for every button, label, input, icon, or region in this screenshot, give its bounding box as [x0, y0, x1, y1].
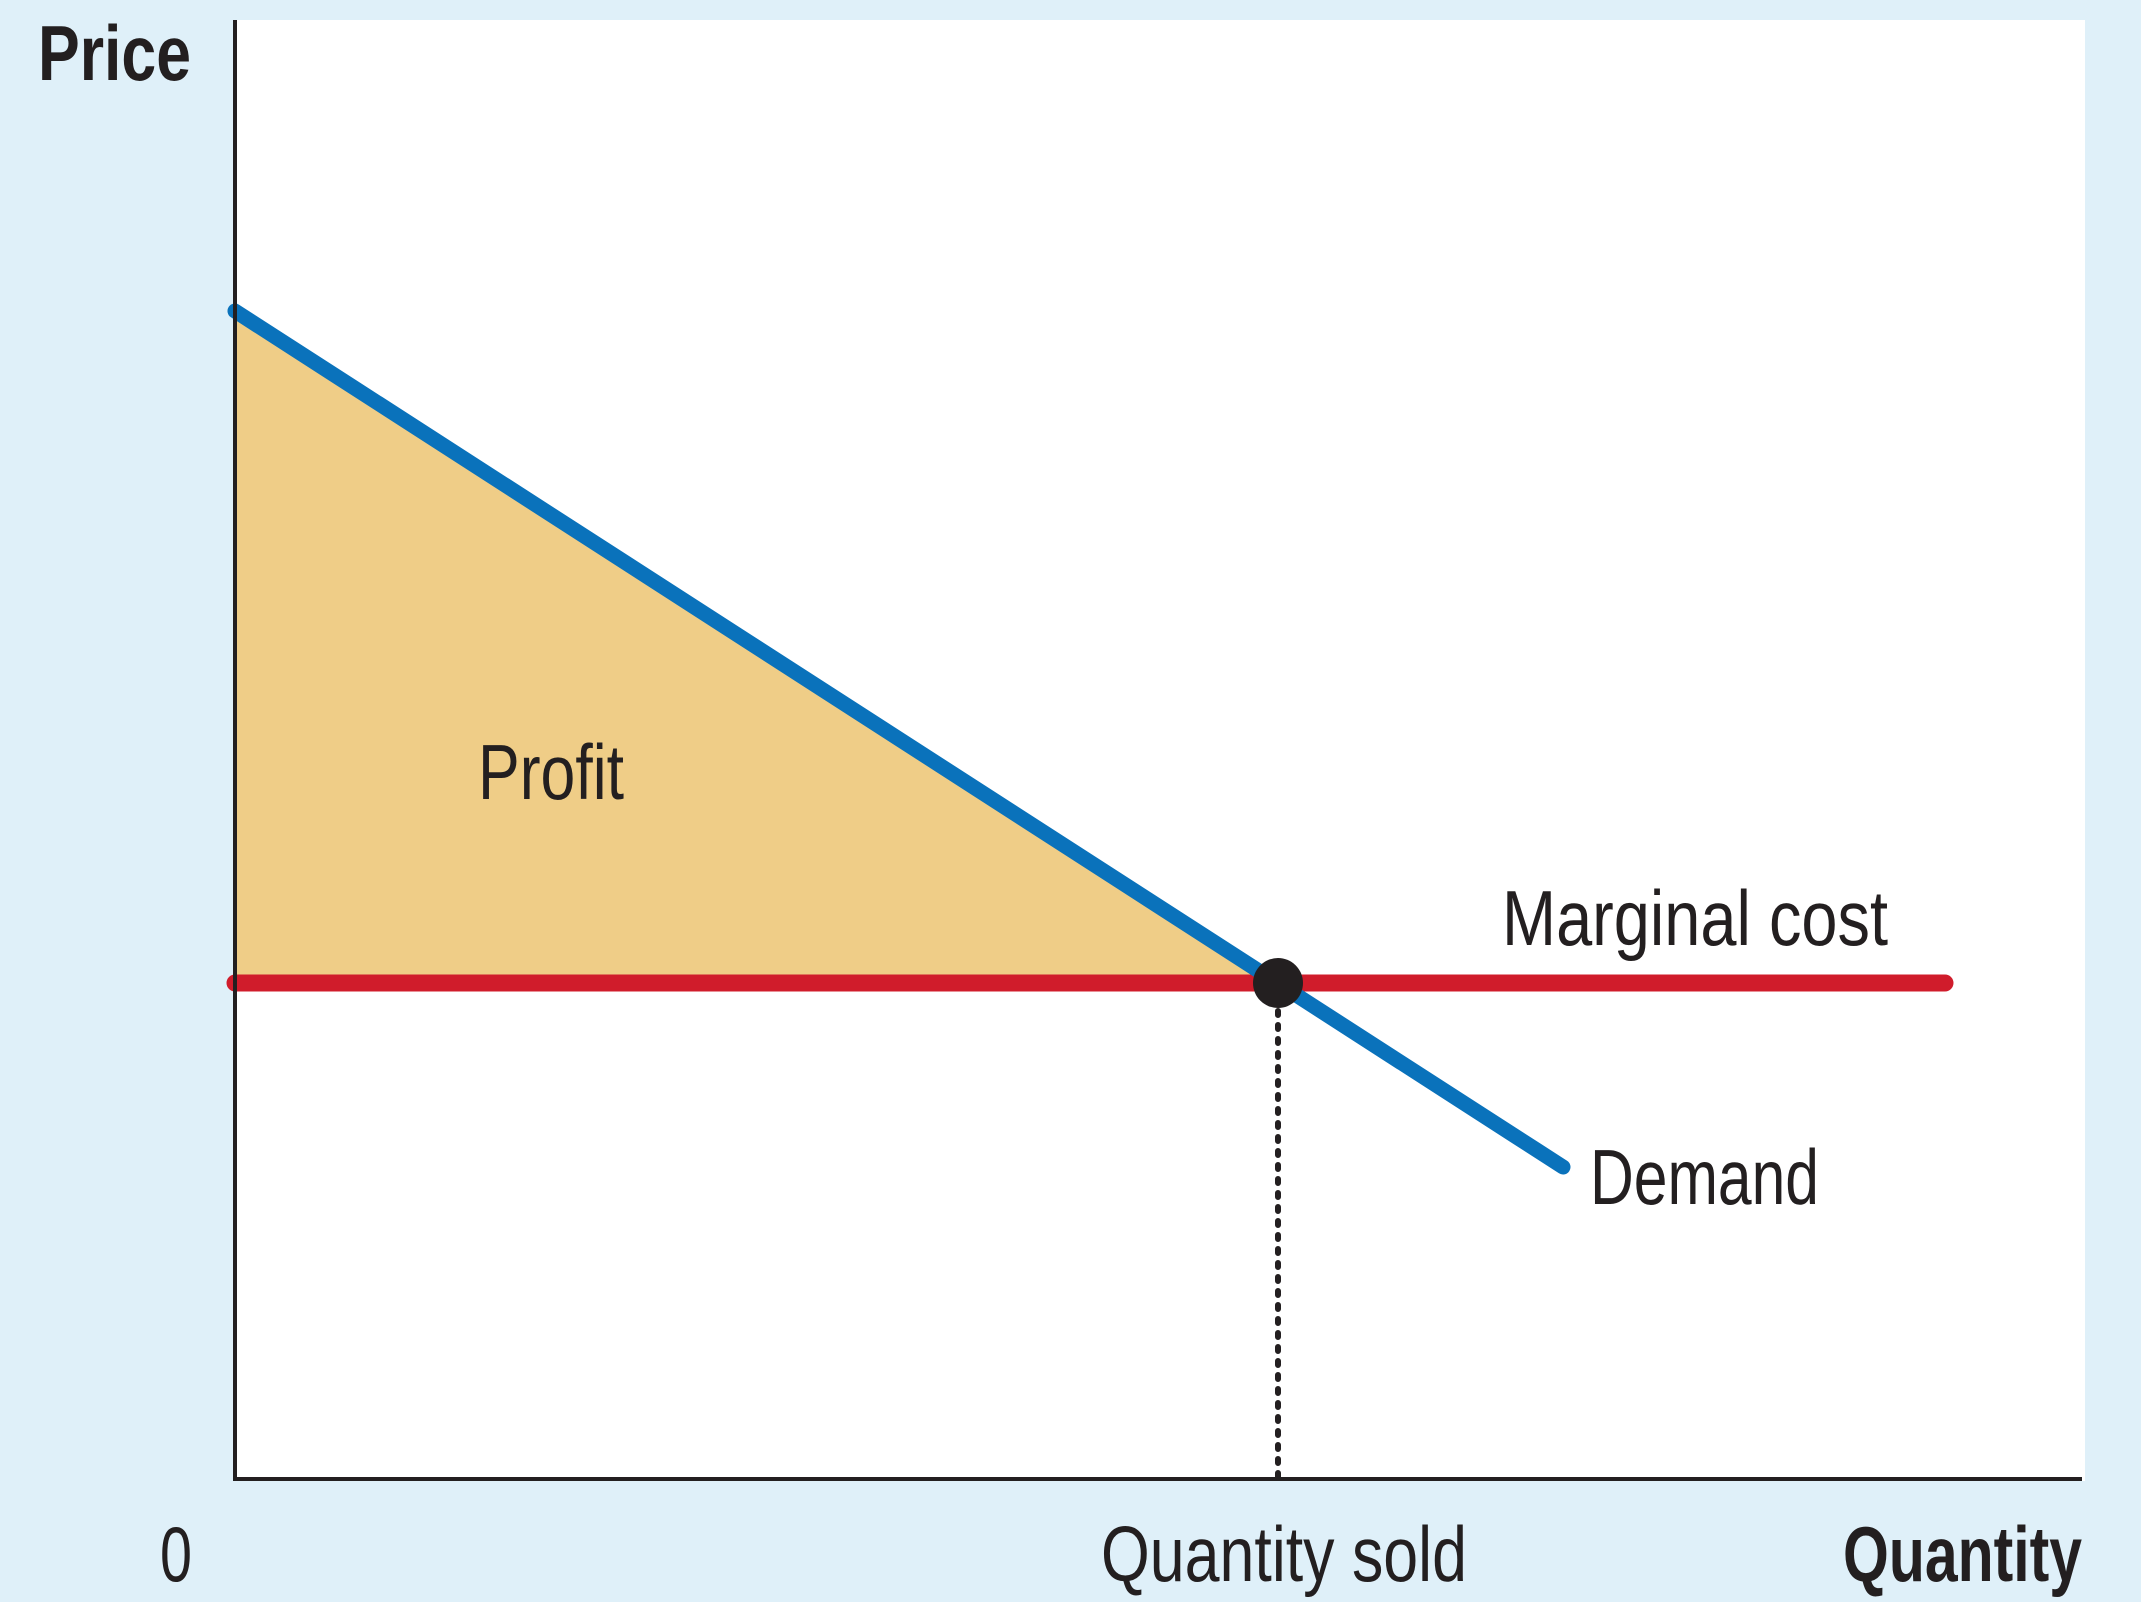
y-axis-label: Price [38, 9, 191, 97]
quantity-sold-label: Quantity sold [1101, 1510, 1467, 1598]
demand-label: Demand [1590, 1133, 1819, 1221]
demand-line [227, 303, 1571, 1175]
equilibrium-point [1253, 958, 1303, 1008]
profit-label: Profit [478, 728, 624, 816]
marginal-cost-label: Marginal cost [1502, 874, 1888, 962]
x-axis-label: Quantity [1843, 1510, 2082, 1598]
origin-label: 0 [160, 1510, 192, 1598]
